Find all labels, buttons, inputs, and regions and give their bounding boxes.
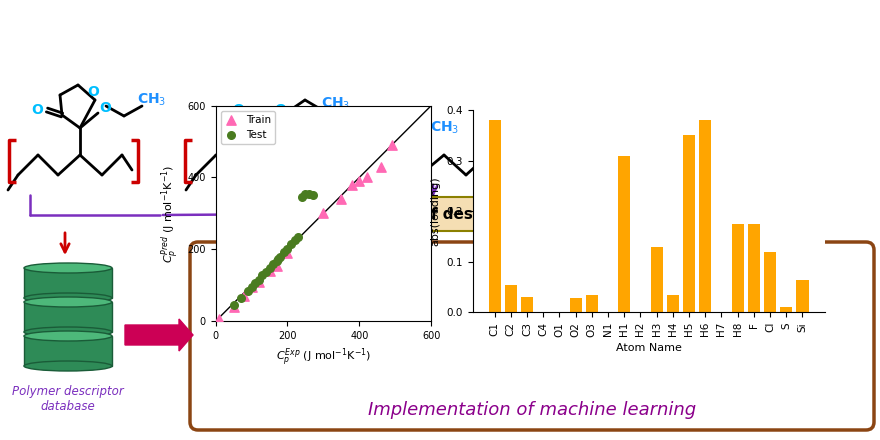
X-axis label: $C_p^{Exp}$ (J mol$^{-1}$K$^{-1}$): $C_p^{Exp}$ (J mol$^{-1}$K$^{-1}$) <box>275 346 371 369</box>
Bar <box>667 295 679 312</box>
Y-axis label: abs(loading): abs(loading) <box>431 176 441 246</box>
Text: Implementation of machine learning: Implementation of machine learning <box>368 401 696 419</box>
Test <box>271 256 285 263</box>
Bar <box>569 298 582 312</box>
Test <box>241 287 255 294</box>
Train <box>269 262 283 269</box>
Test <box>295 194 309 201</box>
Test <box>269 257 283 264</box>
Train <box>281 249 295 257</box>
Text: CH$_3$: CH$_3$ <box>137 92 166 108</box>
X-axis label: Atom Name: Atom Name <box>616 343 681 352</box>
Text: O: O <box>31 103 43 117</box>
FancyBboxPatch shape <box>190 242 874 430</box>
Train <box>385 142 399 149</box>
Test <box>259 268 273 275</box>
Text: database: database <box>40 400 95 412</box>
Test <box>298 190 312 197</box>
Train <box>360 174 374 181</box>
Train <box>238 293 252 300</box>
Text: CH$_3$: CH$_3$ <box>321 96 350 112</box>
Test <box>284 240 298 247</box>
Text: CH$_3$: CH$_3$ <box>430 120 459 136</box>
Ellipse shape <box>24 327 112 337</box>
Y-axis label: $C_p^{Pred}$ (J mol$^{-1}$K$^{-1}$): $C_p^{Pred}$ (J mol$^{-1}$K$^{-1}$) <box>159 164 182 263</box>
Text: O: O <box>87 85 99 99</box>
Train <box>374 163 388 170</box>
Train <box>334 195 348 202</box>
Bar <box>586 295 598 312</box>
Train <box>226 303 240 310</box>
Bar <box>700 120 711 312</box>
Text: Polymer descriptor: Polymer descriptor <box>12 385 124 399</box>
Test <box>277 249 291 256</box>
Train <box>212 316 226 323</box>
Ellipse shape <box>24 361 112 371</box>
Bar <box>521 297 533 312</box>
Ellipse shape <box>24 331 112 341</box>
Text: O: O <box>99 101 111 115</box>
Bar <box>505 285 517 312</box>
Bar <box>731 224 744 312</box>
Text: O: O <box>232 103 244 117</box>
Text: O: O <box>274 103 286 117</box>
Ellipse shape <box>24 293 112 303</box>
Test <box>281 246 295 253</box>
Train <box>345 181 359 188</box>
Bar <box>618 155 630 312</box>
Test <box>288 237 302 244</box>
Bar <box>683 135 695 312</box>
FancyBboxPatch shape <box>315 197 551 231</box>
Test <box>245 283 259 290</box>
Test <box>255 271 269 279</box>
Ellipse shape <box>24 263 112 273</box>
Bar <box>24 268 112 298</box>
Test <box>273 254 287 261</box>
Text: Extraction of descriptors: Extraction of descriptors <box>326 206 539 221</box>
Train <box>245 283 259 290</box>
Ellipse shape <box>24 297 112 307</box>
Test <box>252 276 266 283</box>
Test <box>302 190 316 197</box>
Test <box>226 301 240 308</box>
Test <box>305 192 319 199</box>
Test <box>234 294 248 301</box>
Test <box>266 261 280 268</box>
Bar <box>748 224 760 312</box>
Bar <box>796 279 809 312</box>
Test <box>248 280 262 287</box>
Bar <box>781 307 792 312</box>
Bar <box>650 246 663 312</box>
Bar <box>488 120 501 312</box>
Train <box>252 278 266 285</box>
Bar <box>24 336 112 366</box>
Test <box>262 264 276 271</box>
Train <box>317 210 331 217</box>
Test <box>291 233 305 240</box>
Train <box>352 177 366 184</box>
Bar <box>24 302 112 332</box>
Train <box>262 268 276 275</box>
Bar <box>764 252 776 312</box>
FancyArrow shape <box>125 319 193 351</box>
Legend: Train, Test: Train, Test <box>221 111 275 144</box>
